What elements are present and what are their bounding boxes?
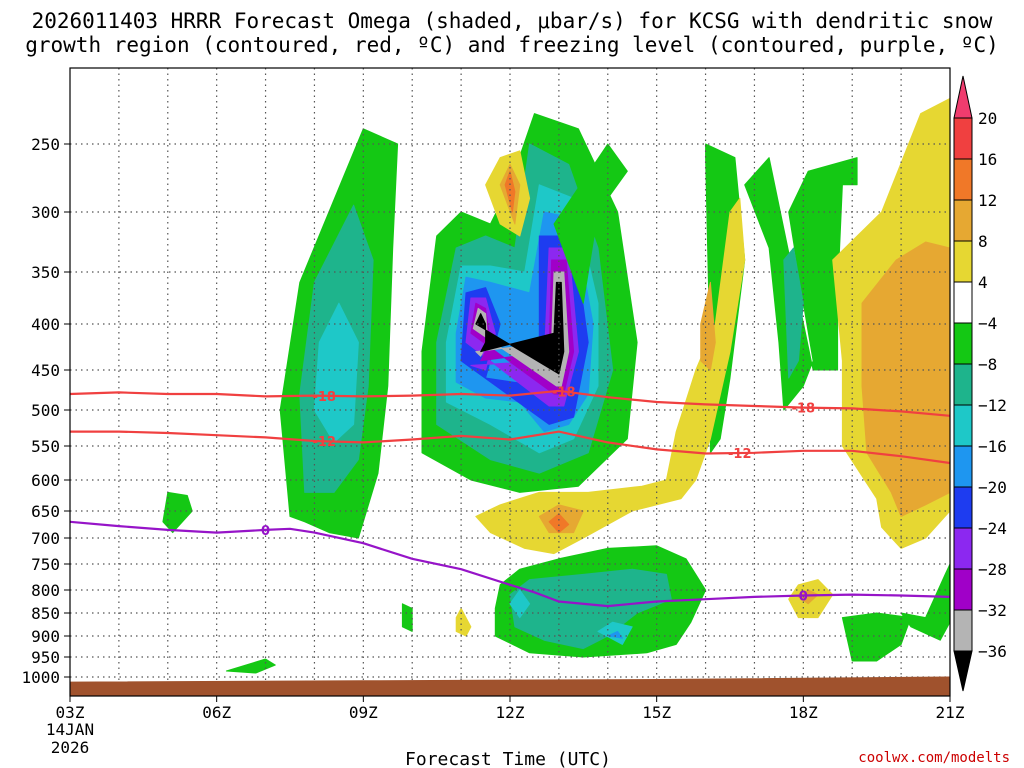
y-axis-ticks: 250 300 350 400 450 500 550 600 650 700 750 800 850 9… <box>21 135 70 687</box>
contour-label-freezing-0-c: 0 <box>799 590 808 605</box>
colorbar-box-8 <box>953 445 973 488</box>
colorbar-bottom-arrow <box>953 650 973 692</box>
positive-omega-region-11 <box>455 607 472 637</box>
colorbar-label-8: −16 <box>978 437 1007 456</box>
chart-title-line-2: growth region (contoured, red, ºC) and f… <box>25 33 999 57</box>
positive-omega-region-2 <box>504 170 516 213</box>
contour-label-dendritic-18: -18 <box>312 390 336 405</box>
x-tick-label-06Z: 06Z <box>202 703 231 722</box>
x-axis-label: Forecast Time (UTC) <box>405 749 611 768</box>
contour-label-dendritic-12: -12 <box>312 435 336 450</box>
omega-region-25 <box>401 603 413 632</box>
colorbar-label-1: 16 <box>978 150 997 169</box>
chart-title-line-1: 2026011403 HRRR Forecast Omega (shaded, … <box>31 9 993 33</box>
y-tick-label-600: 600 <box>31 471 60 490</box>
x-tick-label-18Z: 18Z <box>789 703 818 722</box>
contour-label-dendritic-18-c: -18 <box>792 402 816 417</box>
contour-label-dendritic-18-b: -18 <box>552 385 576 400</box>
colorbar-box-0 <box>953 117 973 160</box>
colorbar-box-9 <box>953 486 973 529</box>
colorbar-label-2: 12 <box>978 191 997 210</box>
x-tick-label-09Z: 09Z <box>349 703 378 722</box>
colorbar-label-6: −8 <box>978 355 997 374</box>
colorbar-label-12: −32 <box>978 601 1007 620</box>
omega-region-11 <box>475 281 565 375</box>
positive-omega-region-8 <box>861 241 950 517</box>
ground <box>70 676 950 696</box>
omega-region-20 <box>607 630 623 639</box>
colorbar-box-1 <box>953 158 973 201</box>
contour-label-freezing-0-2: 0 <box>799 590 808 605</box>
colorbar-label-4: 4 <box>978 273 988 292</box>
x-tick-label-15Z: 15Z <box>642 703 671 722</box>
x-tick-label-12Z: 12Z <box>496 703 525 722</box>
colorbar: 20 16 12 8 4 −4 −8 −12 −16 −20 −24 −28 −32 −36 <box>953 75 1007 692</box>
y-tick-label-400: 400 <box>31 315 60 334</box>
colorbar-box-4 <box>953 281 973 324</box>
contour-label-freezing-0: 0 <box>261 524 270 539</box>
contour-label-dendritic-12-b: -12 <box>728 447 752 462</box>
colorbar-box-11 <box>953 568 973 611</box>
colorbar-label-13: −36 <box>978 642 1007 661</box>
contour-line-freezing-0 <box>70 520 950 608</box>
credit-label: coolwx.com/modelts <box>858 750 1010 766</box>
omega-region-22 <box>841 612 912 662</box>
ground-fill <box>70 676 950 696</box>
x-axis-ticks: 03Z 06Z 09Z 12Z 15Z 18Z 21Z <box>56 696 965 722</box>
omega-region-14 <box>744 157 858 411</box>
x-tick-label-03Z: 03Z <box>56 703 85 722</box>
y-tick-label-250: 250 <box>31 135 60 154</box>
y-tick-label-700: 700 <box>31 529 60 548</box>
y-tick-label-1000: 1000 <box>21 668 60 687</box>
y-tick-label-800: 800 <box>31 581 60 600</box>
colorbar-box-12 <box>953 609 973 652</box>
y-tick-label-900: 900 <box>31 627 60 646</box>
colorbar-box-10 <box>953 527 973 570</box>
x-tick-label-21Z: 21Z <box>936 703 965 722</box>
positive-omega-region-5 <box>548 513 570 534</box>
start-date-label: 14JAN <box>46 720 94 739</box>
y-tick-label-750: 750 <box>31 555 60 574</box>
omega-region-23 <box>162 491 193 534</box>
omega-region-21 <box>900 563 950 641</box>
contour-line-dendritic-12 <box>70 430 950 465</box>
grid <box>70 68 950 696</box>
y-tick-label-850: 850 <box>31 604 60 623</box>
omega-region-24 <box>225 658 276 674</box>
positive-omega-region-3 <box>475 197 746 555</box>
omega-region-12 <box>553 143 628 304</box>
colorbar-label-9: −20 <box>978 478 1007 497</box>
y-tick-label-650: 650 <box>31 502 60 521</box>
start-year-label: 2026 <box>51 738 90 757</box>
omega-region-15 <box>783 247 804 379</box>
colorbar-box-3 <box>953 240 973 283</box>
colorbar-label-11: −28 <box>978 560 1007 579</box>
positive-omega-region-6 <box>700 281 716 371</box>
y-tick-label-450: 450 <box>31 361 60 380</box>
colorbar-label-5: −4 <box>978 314 997 333</box>
y-tick-label-300: 300 <box>31 203 60 222</box>
omega-region-17 <box>509 568 672 650</box>
colorbar-label-3: 8 <box>978 232 988 251</box>
y-tick-label-550: 550 <box>31 437 60 456</box>
contour-line-dendritic-18 <box>70 389 950 417</box>
colorbar-box-6 <box>953 363 973 406</box>
y-tick-label-500: 500 <box>31 401 60 420</box>
colorbar-box-7 <box>953 404 973 447</box>
colorbar-label-7: −12 <box>978 396 1007 415</box>
y-tick-label-350: 350 <box>31 263 60 282</box>
colorbar-box-2 <box>953 199 973 242</box>
colorbar-label-0: 20 <box>978 109 997 128</box>
colorbar-top-arrow <box>953 75 973 119</box>
y-tick-label-950: 950 <box>31 648 60 667</box>
colorbar-box-5 <box>953 322 973 365</box>
colorbar-label-10: −24 <box>978 519 1007 538</box>
